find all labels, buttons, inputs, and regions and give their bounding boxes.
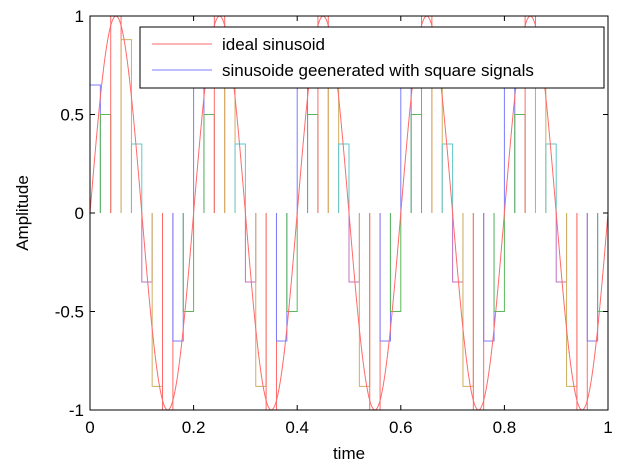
square-pulse [358, 213, 371, 387]
square-pulse [182, 213, 195, 312]
x-tick-label: 0.6 [389, 418, 413, 437]
square-pulse [545, 143, 557, 213]
square-pulse [410, 114, 423, 213]
x-tick-label: 0.2 [182, 418, 206, 437]
y-tick-label: -0.5 [55, 303, 84, 322]
legend-label-ideal-sinusoid: ideal sinusoid [222, 35, 325, 54]
data-point [128, 73, 130, 75]
legend-box [139, 26, 605, 89]
legend-label-square-sinusoid: sinusoide geenerated with square signals [222, 61, 534, 80]
data-point [568, 351, 570, 353]
square-pulse [110, 15, 122, 213]
square-pulse [172, 213, 184, 342]
data-point [283, 351, 285, 353]
x-tick-label: 0 [85, 418, 94, 437]
square-pulse [379, 213, 391, 342]
data-point [193, 212, 195, 214]
y-tick-label: -1 [69, 401, 84, 420]
data-point [244, 212, 246, 214]
data-point [296, 212, 298, 214]
data-point [452, 212, 454, 214]
square-pulse [566, 213, 578, 387]
data-point [594, 351, 596, 353]
square-pulse [99, 114, 112, 213]
y-axis-label: Amplitude [13, 175, 32, 251]
square-pulse [441, 143, 454, 213]
data-point [141, 212, 143, 214]
data-point [490, 351, 493, 353]
x-axis: 0 0.2 0.4 0.6 0.8 1 [85, 16, 613, 437]
data-point [361, 351, 363, 353]
square-pulse [586, 213, 599, 342]
square-pulse [493, 213, 505, 312]
y-tick-label: 0 [75, 204, 84, 223]
square-pulse [338, 143, 350, 213]
square-pulse [275, 213, 288, 342]
legend: ideal sinusoid sinusoide geenerated with… [139, 26, 605, 89]
square-pulse [120, 39, 132, 213]
square-pulse [514, 114, 526, 213]
data-point [257, 351, 259, 353]
square-pulse [286, 213, 298, 312]
square-pulse [151, 213, 164, 387]
x-tick-label: 0.4 [285, 418, 309, 437]
square-pulse [389, 213, 402, 312]
square-pulse [472, 213, 485, 411]
square-pulse [162, 213, 174, 411]
x-axis-label: time [333, 444, 365, 463]
square-pulse [130, 143, 143, 213]
data-point [555, 212, 557, 214]
square-pulse [203, 114, 215, 213]
y-tick-label: 0.5 [60, 106, 84, 125]
data-point [154, 351, 156, 353]
y-tick-label: 1 [75, 7, 84, 26]
square-pulse [265, 213, 277, 411]
data-point [102, 73, 104, 75]
data-point [400, 212, 402, 214]
square-pulse [576, 213, 588, 411]
data-point [387, 351, 389, 353]
x-tick-label: 0.8 [493, 418, 517, 437]
data-point [348, 212, 350, 214]
square-pulse [307, 114, 319, 213]
square-pulse [255, 213, 267, 387]
square-pulse [234, 143, 246, 213]
data-point [464, 351, 467, 353]
square-pulse [483, 213, 495, 342]
x-tick-label: 1 [603, 418, 612, 437]
y-axis: -1 -0.5 0 0.5 1 [55, 7, 608, 420]
data-point [180, 351, 182, 353]
data-point [503, 212, 505, 214]
square-pulse [369, 213, 381, 411]
square-pulse [462, 213, 474, 387]
